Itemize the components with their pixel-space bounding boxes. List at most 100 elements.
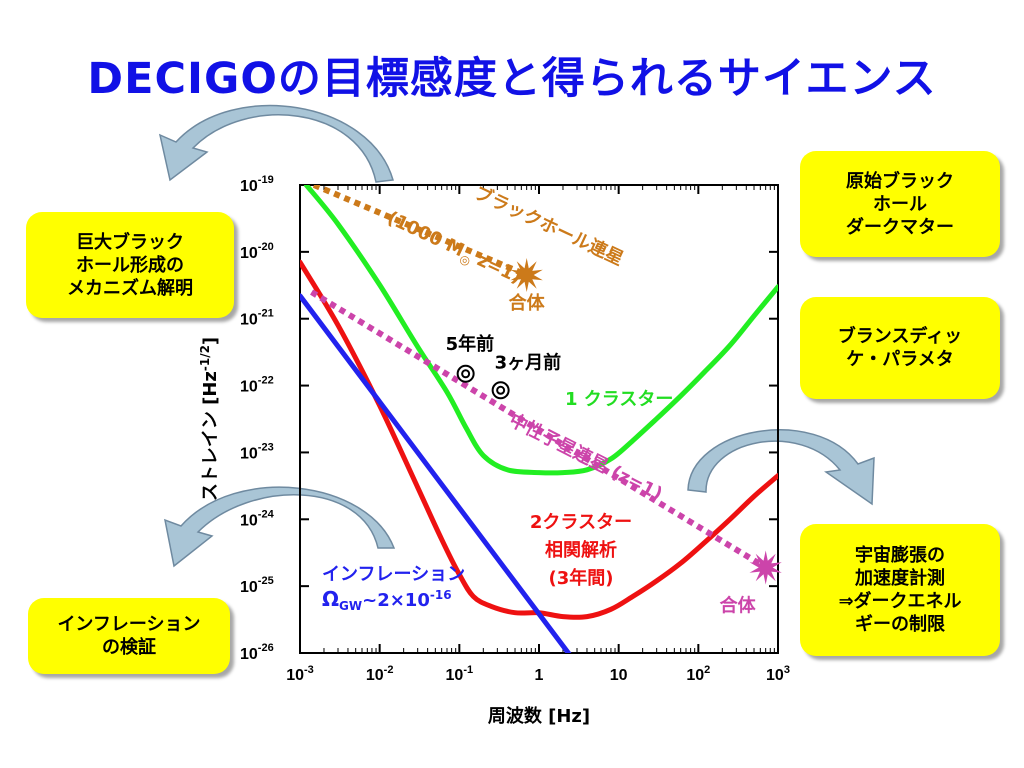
callout-line: 加速度計測 — [855, 568, 945, 589]
callout-line: ⇒ダークエネル — [838, 591, 962, 612]
one-cluster-label: 1 クラスター — [565, 389, 673, 410]
callout-line: ホール形成の — [76, 254, 184, 276]
curved-arrow-top-left — [158, 104, 394, 183]
x-axis-label: 周波数 [Hz] — [488, 705, 590, 727]
y-tick-exp: -25 — [258, 575, 274, 587]
y-tick-base: 10 — [240, 178, 258, 195]
y-tick-label: 10-25 — [240, 575, 274, 596]
page-title: DECIGOの目標感度と得られるサイエンス — [87, 54, 937, 104]
callout-line: インフレーション — [57, 614, 201, 635]
axis-tick-labels: 10-3 10-2 10-1 1 10 102 10310-1910-2010-2110-2… — [240, 174, 790, 684]
series-ns-binary-line — [310, 289, 768, 571]
callout-line: メカニズム解明 — [67, 277, 193, 299]
y-tick-base: 10 — [240, 379, 258, 396]
x-tick-base: 10 — [686, 667, 704, 684]
curved-arrow-bottom-left — [164, 486, 396, 568]
y-tick-label: 10-26 — [240, 642, 274, 663]
y-tick-exp: -22 — [258, 375, 274, 387]
y-tick-label: 10-21 — [240, 308, 274, 329]
callout-expansion: 宇宙膨張の 加速度計測 ⇒ダークエネル ギーの制限 — [800, 524, 1000, 656]
y-tick-base: 10 — [240, 512, 258, 529]
omega-exp: -16 — [430, 588, 452, 602]
x-tick-base: 1 — [535, 667, 544, 684]
callout-line: ブランスディッ — [837, 326, 963, 347]
omega-gw-line: ΩGW~2×10-16 — [322, 587, 452, 613]
curved-arrows — [158, 104, 875, 568]
bh-binary-label-mass: (1000 M◎ z=1) — [383, 207, 525, 290]
omega-sub: GW — [339, 599, 362, 613]
y-axis-label-main: ストレイン [Hz — [200, 371, 221, 501]
callout-line: ケ・パラメタ — [846, 349, 954, 370]
callout-brans-dicke: ブランスディッ ケ・パラメタ — [800, 297, 1000, 399]
omega-value: ~2×10 — [362, 590, 430, 611]
y-tick-label: 10-24 — [240, 508, 275, 529]
x-tick-exp: -3 — [304, 664, 314, 676]
y-axis-label-exp: -1/2 — [198, 345, 212, 371]
ns-epoch-marker-inner — [461, 369, 471, 379]
ns-binary-label: 中性子星連星 (z=1) — [506, 409, 666, 505]
callout-primordial-bh: 原始ブラック ホール ダークマター — [800, 151, 1000, 257]
y-tick-exp: -20 — [258, 241, 274, 253]
ns-epoch-label: 5年前 — [446, 333, 495, 355]
x-tick-base: 10 — [366, 667, 384, 684]
callout-line: ダークマター — [846, 216, 954, 238]
y-tick-exp: -24 — [258, 508, 275, 520]
callout-line: の検証 — [101, 637, 156, 658]
curved-arrow-right — [687, 429, 875, 506]
callout-line: ギーの制限 — [855, 614, 945, 635]
x-tick-label: 103 — [766, 664, 790, 684]
ns-merger-label: 合体 — [720, 595, 757, 617]
omega-symbol: Ω — [322, 587, 339, 611]
y-tick-exp: -19 — [258, 174, 274, 186]
series-inflation-line — [300, 293, 572, 653]
x-tick-base: 10 — [766, 667, 784, 684]
callout-line: 巨大ブラック — [76, 231, 184, 253]
y-tick-label: 10-22 — [240, 375, 274, 396]
series-one-cluster-line — [303, 185, 778, 476]
x-tick-base: 10 — [610, 667, 628, 684]
y-tick-base: 10 — [240, 579, 258, 596]
y-tick-label: 10-23 — [240, 441, 274, 462]
callout-inflation-test: インフレーション の検証 — [28, 598, 230, 674]
ns-epoch-label: 3ヶ月前 — [495, 351, 562, 373]
series-two-cluster-line — [300, 259, 778, 620]
y-tick-base: 10 — [240, 646, 258, 663]
x-tick-exp: -1 — [463, 664, 473, 676]
callout-line: 原始ブラック — [846, 170, 954, 192]
y-tick-exp: -21 — [258, 308, 274, 320]
bh-binary-z: z=1) — [468, 247, 525, 288]
y-tick-exp: -26 — [258, 642, 274, 654]
ns-epoch-marker-inner — [496, 385, 506, 395]
x-tick-base: 10 — [286, 667, 304, 684]
x-tick-exp: 3 — [784, 664, 790, 676]
x-tick-label: 10-3 — [286, 664, 314, 684]
y-tick-label: 10-19 — [240, 174, 274, 195]
two-cluster-line3: (3年間) — [549, 567, 614, 589]
x-tick-label: 102 — [686, 664, 710, 684]
y-tick-base: 10 — [240, 245, 258, 262]
callout-line: ホール — [873, 193, 927, 215]
ns-epoch-marker — [491, 381, 510, 400]
two-cluster-label: 2クラスター 相関解析 (3年間) — [530, 512, 632, 589]
x-tick-label: 1 — [535, 667, 544, 684]
series-layer — [300, 185, 778, 653]
x-tick-label: 10 — [610, 667, 628, 684]
bh-merger-label: 合体 — [509, 292, 546, 314]
y-axis-label: ストレイン [Hz-1/2] — [198, 337, 221, 501]
two-cluster-line2: 相関解析 — [545, 539, 617, 561]
y-tick-exp: -23 — [258, 441, 274, 453]
inflation-line1: インフレーション — [322, 564, 465, 585]
x-tick-exp: 2 — [704, 664, 710, 676]
y-tick-label: 10-20 — [240, 241, 274, 262]
callout-black-hole-formation: 巨大ブラック ホール形成の メカニズム解明 — [26, 212, 234, 318]
x-tick-label: 10-1 — [446, 664, 474, 684]
x-tick-label: 10-2 — [366, 664, 394, 684]
inflation-label: インフレーション ΩGW~2×10-16 — [322, 564, 465, 613]
y-axis-label-close: ] — [200, 337, 221, 345]
y-tick-base: 10 — [240, 312, 258, 329]
x-tick-exp: -2 — [384, 664, 394, 676]
x-tick-base: 10 — [446, 667, 464, 684]
bh-binary-mass-text: (1000 M — [384, 207, 468, 261]
